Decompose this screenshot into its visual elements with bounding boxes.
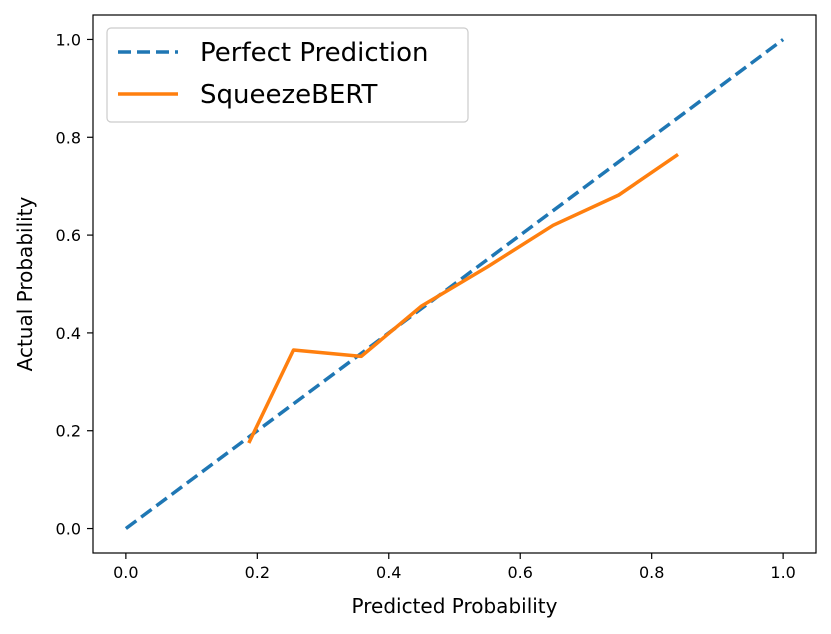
series-line-perfect-prediction xyxy=(124,38,785,530)
plot-area xyxy=(124,38,785,530)
x-axis-label: Predicted Probability xyxy=(352,594,558,618)
y-tick-label: 0.8 xyxy=(56,128,81,147)
y-axis-label: Actual Probability xyxy=(13,196,37,371)
legend-label: Perfect Prediction xyxy=(200,38,429,68)
y-tick-label: 1.0 xyxy=(56,30,81,49)
x-tick-label: 0.6 xyxy=(508,563,533,582)
legend: Perfect Prediction SqueezeBERT xyxy=(106,27,469,123)
x-tick-label: 0.4 xyxy=(376,563,401,582)
y-tick-label: 0.4 xyxy=(56,324,81,343)
x-tick-label: 0.2 xyxy=(245,563,270,582)
x-axis-ticks: 0.0 0.2 0.4 0.6 0.8 1.0 xyxy=(113,553,796,582)
legend-label: SqueezeBERT xyxy=(200,80,378,110)
x-tick-label: 0.8 xyxy=(639,563,664,582)
y-tick-label: 0.2 xyxy=(56,422,81,441)
plot-frame xyxy=(92,14,817,554)
y-tick-label: 0.0 xyxy=(56,520,81,539)
y-axis-ticks: 0.0 0.2 0.4 0.6 0.8 1.0 xyxy=(56,30,93,539)
x-tick-label: 0.0 xyxy=(113,563,138,582)
series-line-squeezebert xyxy=(247,152,679,444)
legend-box xyxy=(106,27,469,123)
y-tick-label: 0.6 xyxy=(56,226,81,245)
x-tick-label: 1.0 xyxy=(770,563,795,582)
